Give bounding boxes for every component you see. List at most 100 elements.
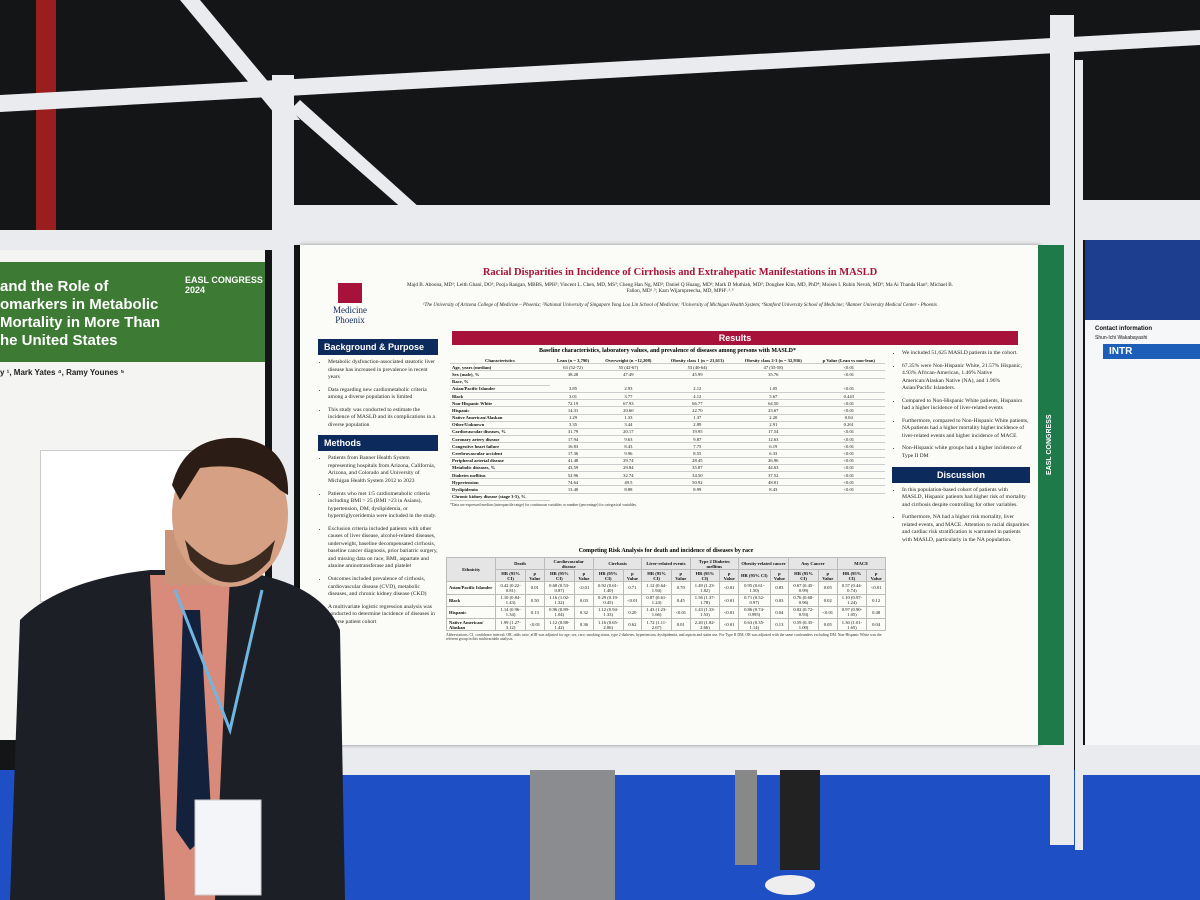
table-cell: 1.49 (1.23-1.82): [689, 581, 721, 595]
table-cell: Asian/Pacific Islander: [445, 581, 497, 595]
logo-text: Medicine Phoenix: [333, 305, 367, 325]
table-cell: 47.49: [596, 370, 661, 379]
people-legs: [530, 770, 820, 900]
table-cell: 0.62: [622, 617, 643, 632]
table-cell: <0.01: [719, 617, 739, 632]
table-row: Metabolic diseases, % 43.59 29.84 35.87 44.6…: [450, 464, 885, 473]
table-row: Non-Hispanic White 72.19 67.93 66.77 64.50 <0…: [450, 399, 885, 408]
right-column: We included 51,625 MASLD patients in the…: [892, 350, 1030, 549]
table-cell: Age, years (median): [450, 363, 550, 372]
contact-label: Contact information: [1095, 326, 1152, 332]
header-row: Characteristics Lean (n = 3,790) Overweigh…: [450, 357, 885, 365]
table-cell: 0.48: [866, 605, 886, 619]
p-header: p Value: [574, 569, 594, 583]
section-heading: Discussion: [892, 466, 1030, 483]
table-cell: 9.87: [660, 435, 735, 444]
table-cell: 48.01: [734, 478, 813, 487]
discussion-bullets: In this population-based cohort of patie…: [892, 487, 1030, 545]
table-cell: 0.63 (0.35-1.14): [737, 617, 771, 632]
section-heading: Methods: [318, 435, 438, 452]
hr-header: HR (95% CI): [592, 569, 624, 583]
table-cell: 0.05: [817, 617, 838, 632]
p-header: p Value: [622, 569, 643, 583]
table-cell: 0.71 (0.52-0.97): [737, 593, 771, 607]
table-cell: Hypertension: [450, 478, 550, 487]
title-line: he United States: [0, 332, 118, 349]
group-header: MACE: [836, 556, 887, 571]
table-cell: 0.02: [817, 593, 838, 607]
table-cell: 4.12: [660, 392, 735, 401]
table-cell: <0.01: [812, 442, 885, 451]
group-header: Type 2 Diabetes mellitus: [689, 556, 739, 571]
table-row: Cerebrovascular accident 17.36 9.96 8.55 6.3…: [450, 449, 885, 458]
table-cell: 35.76: [734, 370, 813, 379]
table-cell: 0.70: [670, 581, 691, 595]
table-cell: 32.74: [596, 471, 661, 480]
table-cell: 3.44: [596, 421, 661, 429]
table-cell: 0.83: [769, 581, 790, 595]
right-poster: Contact information Shun-Ichi Wakabayash…: [1085, 240, 1200, 745]
bullet-item: Metabolic dysfunction-associated steatot…: [328, 359, 438, 382]
table-cell: 2.89: [660, 421, 735, 429]
table-cell: <0.01: [670, 605, 691, 619]
table-row: Race, %: [450, 378, 885, 386]
table-cell: 0.03: [769, 593, 790, 607]
group-header: Cirrhosis: [592, 556, 643, 571]
table-cell: Non-Hispanic White: [450, 399, 550, 408]
table-cell: 0.13: [524, 605, 545, 619]
left-poster-authors: y ¹, Mark Yates ⁴, Ramy Younes ⁵: [0, 368, 125, 377]
group-header: Any Cancer: [788, 556, 838, 571]
strip-text: EASL CONGRESS: [1046, 414, 1053, 475]
table-cell: <0.01: [812, 370, 885, 379]
table-cell: 1.33: [596, 414, 661, 422]
table-cell: 20.60: [596, 406, 661, 415]
table-cell: 5.67: [734, 392, 813, 401]
table-cell: 0.01: [670, 617, 691, 632]
lanyard: [173, 589, 264, 736]
table-cell: Hispanic: [450, 406, 550, 415]
bullet-list: Metabolic dysfunction-associated steatot…: [318, 359, 438, 429]
bullet-item: Patients from Banner Health System repre…: [328, 455, 438, 485]
name-badge: [194, 799, 262, 896]
sub-header-row: HR (95% CI) p Value HR (95% CI) p Value HR (…: [447, 569, 886, 583]
hr-header: HR (95% CI): [543, 569, 576, 583]
table-cell: 19.95: [660, 428, 735, 437]
header-cell: Overweight (n =12,208): [596, 357, 661, 365]
table-cell: 0.92 (0.61-1.40): [592, 581, 624, 595]
table-cell: <0.01: [812, 485, 885, 494]
table-cell: <0.01: [812, 478, 885, 487]
table-cell: 0.32: [574, 605, 594, 619]
table-cell: 1.14 (0.96-1.34): [495, 605, 526, 619]
table-cell: 26.96: [734, 457, 813, 465]
table-cell: 1.99 (1.27-3.12): [495, 617, 526, 632]
table-cell: 16.83: [549, 442, 597, 451]
table-cell: 0.12: [866, 593, 886, 607]
table-cell: 45.99: [660, 370, 735, 379]
hr-header: HR (95% CI): [836, 569, 868, 583]
table-cell: 66.77: [660, 399, 735, 408]
poster-affiliations: ¹The University of Arizona College of Me…: [423, 303, 937, 308]
table-cell: Asian/Pacific Islander: [450, 385, 550, 393]
table-cell: <0.01: [817, 605, 838, 619]
table-cell: 3.85: [549, 385, 597, 393]
risk-table: Ethnicity Death Cardiovascular disease Cirr…: [445, 556, 887, 632]
table-cell: 0.04: [769, 605, 790, 619]
table-cell: 2.91: [734, 421, 813, 429]
table-row: Dyslipidemia 13.40 8.88 8.99 8.43 <0.01: [450, 485, 885, 494]
table-cell: 52.96: [549, 471, 597, 480]
table2-block: Competing Risk Analysis for death and in…: [445, 545, 887, 641]
table-cell: 0.443: [812, 392, 885, 401]
table-cell: Congestive heart failure: [450, 442, 550, 451]
table-cell: 29.74: [596, 457, 661, 465]
table-cell: 0.86 (0.74-0.995): [737, 605, 771, 619]
table-cell: 0.87 (0.61-1.24): [641, 593, 672, 607]
table-cell: 0.29 (0.19-0.45): [592, 593, 624, 607]
p-header: p Value: [817, 569, 838, 583]
table-row: Hypertension 74.64 49.5 50.92 48.01 <0.01: [450, 478, 885, 487]
table-row: Black 3.01 3.77 4.12 5.67 0.443: [450, 392, 885, 401]
bullet-list: Patients from Banner Health System repre…: [318, 455, 438, 626]
table-cell: Other/Unknown: [450, 421, 550, 429]
right-poster-header: [1085, 240, 1200, 320]
hr-header: HR (95% CI): [641, 569, 672, 583]
